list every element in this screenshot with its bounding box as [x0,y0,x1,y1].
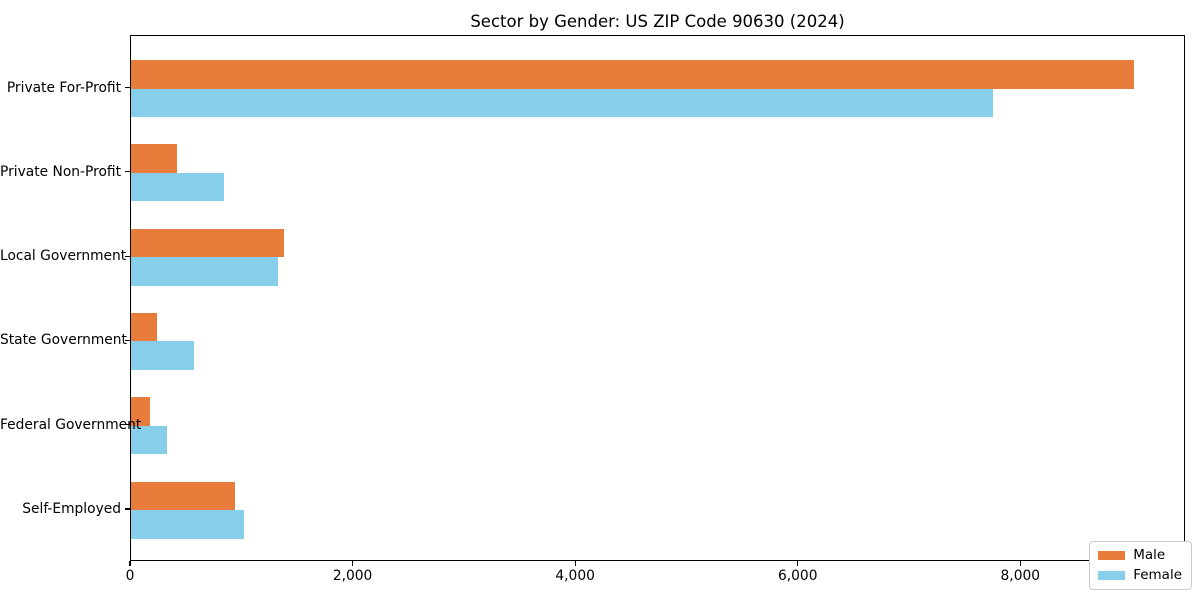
bar-female-0 [131,88,993,117]
y-axis-category-label: Federal Government [0,416,142,433]
y-axis-category-label: Self-Employed [22,501,121,517]
legend: Male Female [1089,541,1192,590]
bar-female-1 [131,172,225,202]
bar-male-0 [131,60,1135,89]
y-axis-category-label: Local Government [0,248,127,265]
bar-male-5 [131,481,236,510]
y-axis-category-label: Private Non-Profit [0,163,121,180]
y-axis-tick [125,508,130,510]
legend-entry-female: Female [1098,567,1182,584]
legend-entry-male: Male [1098,547,1182,564]
x-axis-tick-label: 6,000 [777,568,818,584]
y-axis-tick [125,171,130,173]
bar-male-1 [131,144,177,173]
x-axis-tick-label: 8,000 [1000,568,1041,584]
y-axis-tick [125,339,130,341]
plot-area [130,35,1185,561]
chart-title: Sector by Gender: US ZIP Code 90630 (202… [470,12,845,31]
legend-label-male: Male [1133,547,1166,563]
x-axis-tick [351,561,354,566]
x-axis-tick [797,561,799,566]
bar-female-3 [131,341,195,370]
x-axis-tick [1019,561,1021,566]
bar-female-4 [131,425,167,455]
y-axis-tick [125,86,130,89]
y-axis-tick [125,255,130,257]
y-axis-category-label: Private For-Profit [6,79,121,96]
y-axis-tick [125,424,130,426]
x-axis-tick-label: 0 [125,568,135,584]
x-axis-tick [129,561,131,566]
bar-female-2 [131,257,278,286]
bar-male-2 [131,228,285,258]
x-axis-tick-label: 2,000 [332,568,373,584]
y-axis-category-label: State Government [0,332,127,349]
bar-female-5 [131,510,245,539]
x-axis-tick-label: 4,000 [555,568,595,584]
legend-swatch-female [1098,571,1126,580]
x-axis-tick [574,561,576,566]
legend-swatch-male [1098,551,1126,560]
legend-label-female: Female [1133,567,1182,583]
bar-male-3 [131,312,157,342]
bar-male-4 [131,397,150,426]
